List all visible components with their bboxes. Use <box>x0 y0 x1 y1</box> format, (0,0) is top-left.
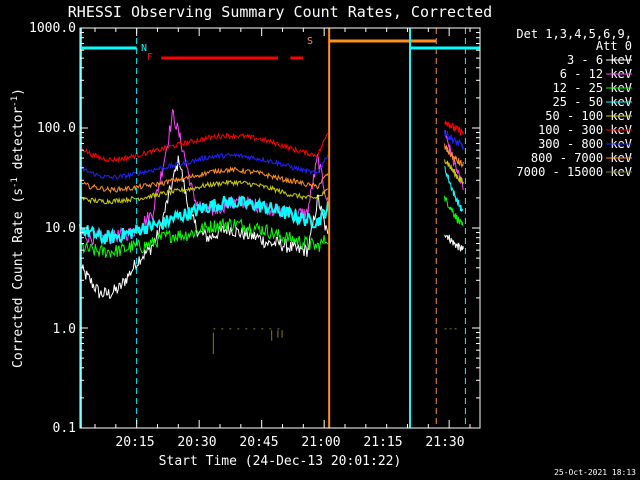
series-line-7 <box>79 165 329 194</box>
x-axis-label: Start Time (24-Dec-13 20:01:22) <box>159 454 402 469</box>
legend: Det 1,3,4,5,6,9, Att 0 3 - 6 keV 6 - 12 … <box>516 27 632 179</box>
y-tick-label-10: 10.0 <box>45 221 76 236</box>
series-late-line-5 <box>444 120 464 136</box>
flag-label-f: F <box>147 52 153 63</box>
axis-layer <box>80 28 480 429</box>
series-line-0 <box>79 155 329 299</box>
series-line-3 <box>79 195 329 246</box>
legend-entry-12-25: 12 - 25 keV <box>553 81 632 95</box>
x-tick-label-2030: 20:30 <box>177 435 216 450</box>
y-tick-label-1: 1.0 <box>53 322 76 337</box>
x-tick-label-2045: 20:45 <box>239 435 278 450</box>
legend-entry-3-6: 3 - 6 keV <box>567 53 632 67</box>
y-axis-label-tail: detector <box>11 107 26 178</box>
legend-entry-300-800: 300 - 800 keV <box>538 137 632 151</box>
legend-entry-50-100: 50 - 100 keV <box>545 109 632 123</box>
series-late-line-7 <box>444 143 464 169</box>
legend-entry-100-300: 100 - 300 keV <box>538 123 632 137</box>
chart-title: RHESSI Observing Summary Count Rates, Co… <box>68 3 492 21</box>
series-line-4 <box>79 179 329 205</box>
legend-header-line-1: Det 1,3,4,5,6,9, <box>516 27 632 41</box>
x-tick-label-2130: 21:30 <box>425 435 464 450</box>
y-tick-label-1000: 1000.0 <box>29 21 76 36</box>
y-axis-label-sup2: -1 <box>10 96 20 107</box>
series-line-2 <box>79 217 329 258</box>
series-line-5 <box>79 132 329 163</box>
flag-label-n: N <box>141 43 147 54</box>
x-tick-label-2115: 21:15 <box>363 435 402 450</box>
legend-entry-800-7000: 800 - 7000 keV <box>531 151 632 165</box>
series-late-line-3 <box>444 165 464 212</box>
series-line-6 <box>79 152 329 181</box>
y-axis-label-sup: -1 <box>10 177 20 188</box>
legend-header-line-2: Att 0 <box>596 39 632 53</box>
y-axis-label-close: ) <box>11 88 26 96</box>
legend-swatches <box>606 59 632 173</box>
legend-entry-25-50: 25 - 50 keV <box>553 95 632 109</box>
y-tick-label-100: 100.0 <box>37 121 76 136</box>
footer-timestamp: 25-Oct-2021 18:13 <box>554 468 636 477</box>
flag-label-s: S <box>307 36 313 47</box>
series-late-line-2 <box>444 195 464 227</box>
y-tick-label-0.1: 0.1 <box>53 421 76 436</box>
y-axis-label: Corrected Count Rate (s-1 detector-1) <box>10 88 26 368</box>
legend-entry-6-12: 6 - 12 keV <box>560 67 632 81</box>
x-tick-label-2100: 21:00 <box>301 435 340 450</box>
series-late-line-0 <box>444 234 464 252</box>
series-late-line-6 <box>444 130 464 150</box>
y-axis-label-main: Corrected Count Rate (s <box>11 188 26 368</box>
x-tick-label-2015: 20:15 <box>115 435 154 450</box>
legend-entry-7000-15000: 7000 - 15000 keV <box>516 165 632 179</box>
series-late-line-4 <box>444 159 464 185</box>
